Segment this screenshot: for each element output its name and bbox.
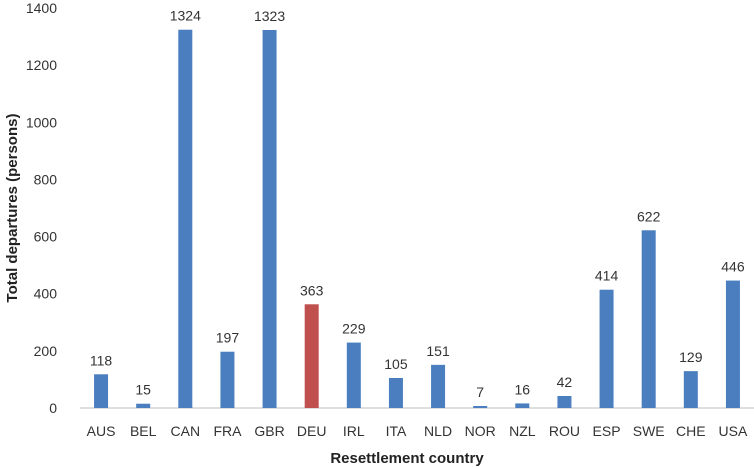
y-tick-label: 400 <box>34 286 58 302</box>
data-label-nor: 7 <box>476 384 484 400</box>
y-tick-label: 600 <box>34 229 58 245</box>
bar-irl <box>346 342 361 408</box>
y-tick-label: 1000 <box>26 114 57 130</box>
bar-usa <box>725 280 740 408</box>
bar-esp <box>599 289 614 408</box>
x-axis-title: Resettlement country <box>330 450 484 467</box>
y-axis-ticks: 0 200 400 600 800 1000 1200 1400 <box>26 0 57 416</box>
data-label-aus: 118 <box>90 352 113 368</box>
bar-fra <box>220 351 235 408</box>
y-tick-label: 0 <box>49 400 57 416</box>
data-label-nld: 151 <box>426 343 450 359</box>
y-tick-label: 1400 <box>26 0 57 16</box>
x-tick-label-nld: NLD <box>424 423 452 439</box>
bar-can <box>178 29 193 408</box>
x-tick-label-rou: ROU <box>549 423 580 439</box>
bars-group <box>94 29 740 408</box>
x-tick-label-esp: ESP <box>593 423 621 439</box>
x-tick-label-che: CHE <box>676 423 706 439</box>
y-axis-title: Total departures (persons) <box>4 114 21 303</box>
x-tick-label-deu: DEU <box>297 423 327 439</box>
bar-rou <box>557 396 572 408</box>
x-tick-label-irl: IRL <box>343 423 365 439</box>
data-label-swe: 622 <box>637 208 661 224</box>
data-label-ita: 105 <box>384 356 408 372</box>
bar-bel <box>136 403 151 408</box>
x-tick-label-fra: FRA <box>213 423 242 439</box>
data-label-bel: 15 <box>135 382 151 398</box>
data-labels-group: 118 15 1324 197 1323 363 229 105 151 7 16 42 414 622 1… <box>90 8 745 400</box>
data-label-rou: 42 <box>557 374 573 390</box>
bar-che <box>683 371 698 408</box>
bar-deu <box>304 304 319 408</box>
data-label-nzl: 16 <box>515 381 531 397</box>
bar-ita <box>388 378 403 408</box>
data-label-fra: 197 <box>216 330 240 346</box>
bar-nld <box>431 364 446 408</box>
data-label-gbr: 1323 <box>254 8 285 24</box>
data-label-deu: 363 <box>300 282 324 298</box>
data-label-can: 1324 <box>170 8 201 24</box>
x-tick-label-gbr: GBR <box>254 423 284 439</box>
data-label-irl: 229 <box>342 321 366 337</box>
x-tick-label-aus: AUS <box>87 423 116 439</box>
y-tick-label: 800 <box>34 171 58 187</box>
bar-nzl <box>515 403 530 408</box>
y-tick-label: 1200 <box>26 57 57 73</box>
bar-swe <box>641 230 656 408</box>
data-label-che: 129 <box>679 349 703 365</box>
x-tick-label-usa: USA <box>719 423 748 439</box>
y-tick-label: 200 <box>34 343 58 359</box>
x-tick-label-swe: SWE <box>633 423 665 439</box>
data-label-usa: 446 <box>721 259 745 275</box>
x-tick-label-ita: ITA <box>386 423 407 439</box>
x-tick-label-can: CAN <box>171 423 201 439</box>
x-tick-label-bel: BEL <box>130 423 157 439</box>
bar-nor <box>473 406 488 408</box>
bar-gbr <box>262 30 277 408</box>
x-axis-ticks: AUS BEL CAN FRA GBR DEU IRL ITA NLD NOR NZL ROU ESP S… <box>87 423 748 439</box>
x-tick-label-nor: NOR <box>465 423 496 439</box>
x-tick-label-nzl: NZL <box>509 423 536 439</box>
bar-aus <box>94 374 109 408</box>
data-label-esp: 414 <box>595 268 619 284</box>
